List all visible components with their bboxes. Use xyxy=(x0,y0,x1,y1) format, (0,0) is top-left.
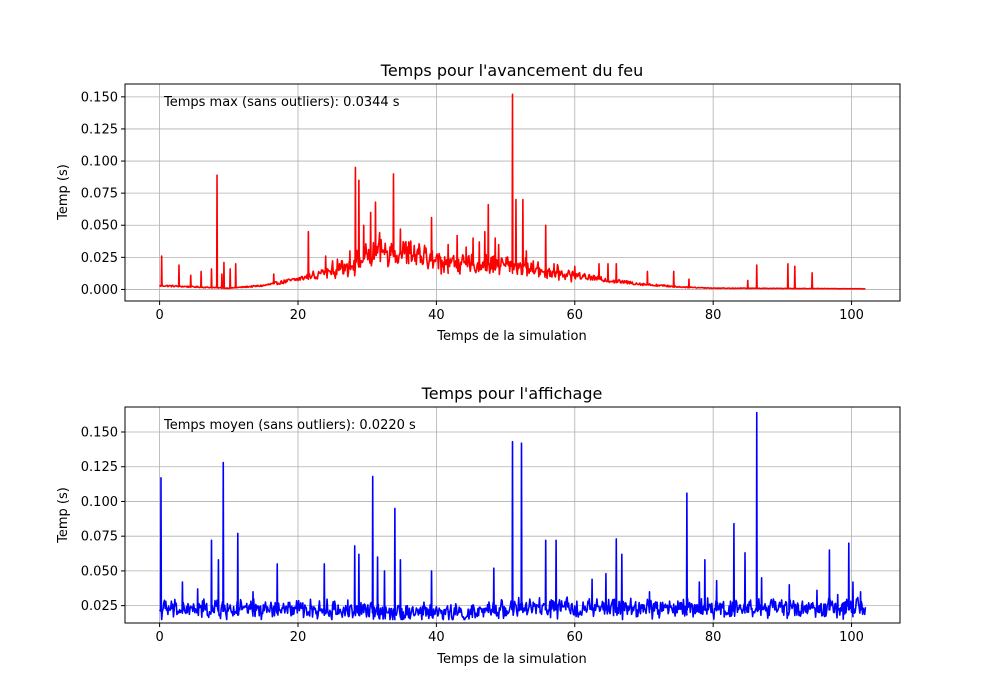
x-axis-label: Temps de la simulation xyxy=(436,329,586,344)
y-axis-ticks: 0.025 0.050 0.075 0.100 0.125 0.150 xyxy=(81,426,125,614)
y-tick-label: 0.075 xyxy=(81,187,118,202)
y-axis-label: Temp (s) xyxy=(56,487,71,544)
y-tick-label: 0.050 xyxy=(81,564,118,579)
y-tick-label: 0.150 xyxy=(81,90,118,105)
y-tick-label: 0.100 xyxy=(81,495,118,510)
y-axis-ticks: 0.000 0.025 0.050 0.075 0.100 0.125 0.150 xyxy=(81,90,125,298)
subplot-fire-advance: Temps pour l'avancement du feu 0 20 40 60 80… xyxy=(56,61,901,344)
y-tick-label: 0.025 xyxy=(81,251,118,266)
x-axis-label: Temps de la simulation xyxy=(436,652,586,667)
y-tick-label: 0.125 xyxy=(81,460,118,475)
y-axis-label: Temp (s) xyxy=(56,164,71,221)
x-tick-label: 60 xyxy=(567,308,584,323)
series-group xyxy=(158,93,866,290)
x-tick-label: 0 xyxy=(155,630,163,645)
series-line xyxy=(158,93,866,290)
x-tick-label: 100 xyxy=(839,630,864,645)
y-tick-label: 0.025 xyxy=(81,599,118,614)
x-tick-label: 40 xyxy=(428,630,445,645)
x-tick-label: 60 xyxy=(567,630,584,645)
y-tick-label: 0.000 xyxy=(81,283,118,298)
y-tick-label: 0.150 xyxy=(81,426,118,441)
y-tick-label: 0.075 xyxy=(81,530,118,545)
x-tick-label: 80 xyxy=(705,308,722,323)
y-tick-label: 0.050 xyxy=(81,219,118,234)
x-tick-label: 20 xyxy=(290,630,307,645)
plot-frame xyxy=(124,83,901,302)
y-tick-label: 0.100 xyxy=(81,155,118,170)
chart-title: Temps pour l'avancement du feu xyxy=(380,61,643,80)
subplot-display: Temps pour l'affichage 0 20 40 60 80 100 0.02… xyxy=(56,384,901,667)
x-tick-label: 100 xyxy=(839,308,864,323)
x-tick-label: 80 xyxy=(705,630,722,645)
annotation-text: Temps moyen (sans outliers): 0.0220 s xyxy=(163,418,416,433)
series-line xyxy=(159,411,867,621)
chart-title: Temps pour l'affichage xyxy=(421,384,603,403)
plot-frame xyxy=(124,406,901,624)
x-axis-ticks: 0 20 40 60 80 100 xyxy=(155,623,864,645)
x-tick-label: 40 xyxy=(428,308,445,323)
series-group xyxy=(159,411,867,621)
x-axis-ticks: 0 20 40 60 80 100 xyxy=(155,301,864,323)
x-tick-label: 0 xyxy=(155,308,163,323)
annotation-text: Temps max (sans outliers): 0.0344 s xyxy=(163,95,400,110)
x-tick-label: 20 xyxy=(290,308,307,323)
y-tick-label: 0.125 xyxy=(81,122,118,137)
